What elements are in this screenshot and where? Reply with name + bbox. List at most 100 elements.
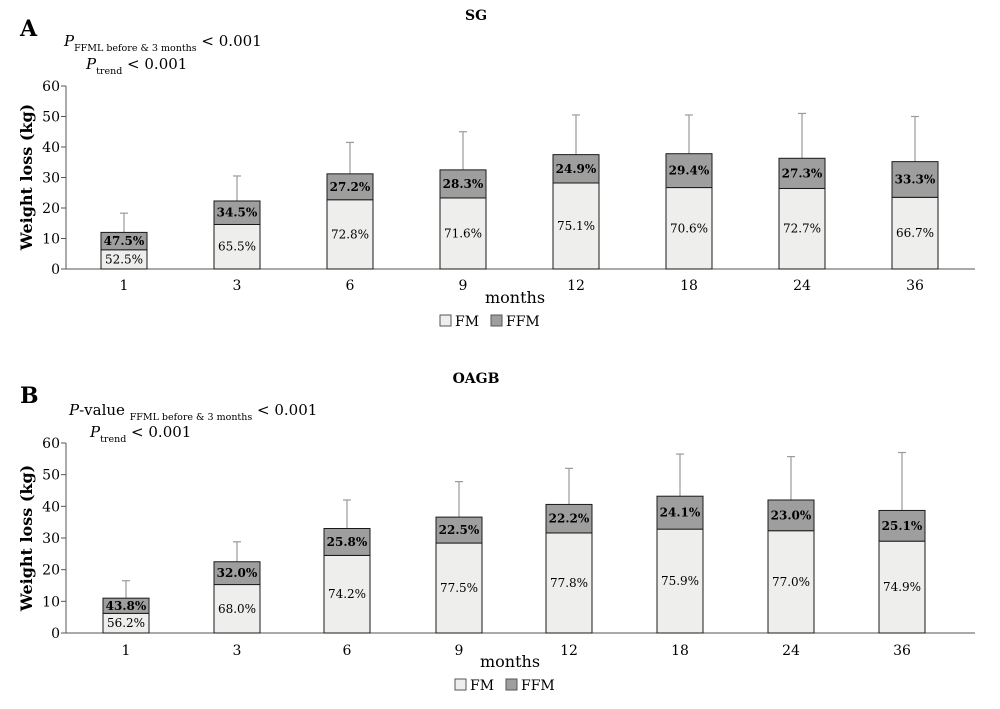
legend-label-fm: FM bbox=[470, 678, 494, 694]
ffm-percent-label: 47.5% bbox=[104, 234, 145, 248]
x-tick-label: 6 bbox=[343, 643, 352, 659]
x-tick-label: 9 bbox=[459, 278, 468, 294]
ffm-percent-label: 22.5% bbox=[439, 523, 480, 537]
bar-fm bbox=[778, 187, 826, 270]
bar-ffm bbox=[878, 509, 926, 542]
fm-percent-label: 71.6% bbox=[444, 226, 482, 240]
bar-ffm bbox=[323, 528, 371, 556]
fm-percent-label: 70.6% bbox=[670, 221, 708, 235]
ffm-percent-label: 34.5% bbox=[217, 206, 258, 220]
p-subscript: trend bbox=[100, 434, 126, 445]
y-tick-label: 20 bbox=[42, 563, 60, 579]
x-tick-label: 36 bbox=[906, 278, 924, 294]
legend-label-ffm: FFM bbox=[521, 678, 555, 694]
fm-percent-label: 77.8% bbox=[550, 576, 588, 590]
y-tick-label: 60 bbox=[42, 79, 60, 95]
fm-percent-label: 66.7% bbox=[896, 226, 934, 240]
p-value-annotation: PFFML before & 3 months < 0.001 bbox=[63, 32, 262, 54]
fm-percent-label: 72.8% bbox=[331, 227, 369, 241]
panel-letter: A bbox=[19, 16, 38, 42]
y-tick-label: 10 bbox=[42, 232, 60, 248]
bar-fm bbox=[552, 182, 600, 270]
fm-percent-label: 56.2% bbox=[107, 616, 145, 630]
fm-percent-label: 65.5% bbox=[218, 240, 256, 254]
x-tick-label: 1 bbox=[120, 278, 129, 294]
y-tick-label: 30 bbox=[42, 171, 60, 187]
p-subscript: FFML before & 3 months bbox=[74, 43, 197, 54]
ffm-percent-label: 23.0% bbox=[771, 508, 812, 522]
bar-fm bbox=[545, 532, 593, 634]
fm-percent-label: 74.2% bbox=[328, 587, 366, 601]
ffm-percent-label: 24.9% bbox=[556, 162, 597, 176]
bar-fm bbox=[439, 197, 487, 270]
bar-ffm bbox=[767, 499, 815, 532]
fm-percent-label: 77.0% bbox=[772, 575, 810, 589]
bar-ffm bbox=[552, 154, 600, 184]
ffm-percent-label: 32.0% bbox=[217, 566, 258, 580]
x-tick-label: 3 bbox=[233, 643, 242, 659]
fm-percent-label: 52.5% bbox=[105, 252, 143, 266]
x-tick-label: 12 bbox=[560, 643, 578, 659]
bar-fm bbox=[435, 542, 483, 634]
bar-fm bbox=[213, 584, 261, 634]
bar-ffm bbox=[435, 516, 483, 544]
p-symbol: P bbox=[85, 55, 97, 73]
x-axis-label: months bbox=[480, 652, 540, 671]
y-tick-label: 50 bbox=[42, 468, 60, 484]
y-axis-label: Weight loss (kg) bbox=[17, 104, 36, 251]
y-tick-label: 50 bbox=[42, 110, 60, 126]
panel-letter: B bbox=[20, 383, 39, 409]
p-symbol: P bbox=[68, 401, 80, 419]
y-axis-label: Weight loss (kg) bbox=[17, 465, 36, 612]
bar-ffm bbox=[778, 157, 826, 189]
p-threshold: < 0.001 bbox=[252, 401, 317, 419]
ffm-percent-label: 27.3% bbox=[782, 166, 823, 180]
x-tick-label: 6 bbox=[346, 278, 355, 294]
ffm-percent-label: 27.2% bbox=[330, 180, 371, 194]
ffm-percent-label: 22.2% bbox=[549, 512, 590, 526]
ffm-percent-label: 33.3% bbox=[895, 172, 936, 186]
fm-percent-label: 74.9% bbox=[883, 580, 921, 594]
y-tick-label: 0 bbox=[51, 262, 60, 278]
p-subscript: trend bbox=[96, 66, 122, 77]
p-trend-annotation: Ptrend < 0.001 bbox=[85, 55, 187, 77]
legend-label-ffm: FFM bbox=[506, 314, 540, 330]
p-trend-annotation: Ptrend < 0.001 bbox=[89, 423, 191, 445]
p-symbol: P bbox=[63, 32, 75, 50]
x-tick-label: 9 bbox=[455, 643, 464, 659]
y-tick-label: 30 bbox=[42, 531, 60, 547]
legend-swatch-fm bbox=[439, 314, 452, 327]
y-tick-label: 60 bbox=[42, 436, 60, 452]
y-tick-label: 20 bbox=[42, 201, 60, 217]
bar-ffm bbox=[102, 597, 150, 614]
ffm-percent-label: 28.3% bbox=[443, 177, 484, 191]
bar-fm bbox=[878, 540, 926, 634]
bar-ffm bbox=[100, 231, 148, 251]
bar-ffm bbox=[891, 161, 939, 198]
x-tick-label: 18 bbox=[680, 278, 698, 294]
p-value-annotation: P-value FFML before & 3 months < 0.001 bbox=[68, 401, 317, 423]
x-tick-label: 18 bbox=[671, 643, 689, 659]
fm-percent-label: 75.1% bbox=[557, 219, 595, 233]
legend-swatch-ffm bbox=[505, 678, 518, 691]
bar-ffm bbox=[439, 169, 487, 199]
chart-title: SG bbox=[465, 8, 487, 24]
bar-ffm bbox=[545, 503, 593, 534]
bar-ffm bbox=[326, 173, 374, 201]
legend-swatch-fm bbox=[454, 678, 467, 691]
y-tick-label: 10 bbox=[42, 594, 60, 610]
bar-ffm bbox=[213, 200, 261, 225]
x-tick-label: 24 bbox=[793, 278, 811, 294]
p-subscript: FFML before & 3 months bbox=[130, 412, 253, 423]
x-tick-label: 3 bbox=[233, 278, 242, 294]
p-threshold: < 0.001 bbox=[126, 423, 191, 441]
bar-fm bbox=[326, 199, 374, 270]
y-tick-label: 40 bbox=[42, 499, 60, 515]
p-threshold: < 0.001 bbox=[197, 32, 262, 50]
p-value-word: -value bbox=[79, 401, 130, 419]
fm-percent-label: 68.0% bbox=[218, 602, 256, 616]
legend-swatch-ffm bbox=[490, 314, 503, 327]
